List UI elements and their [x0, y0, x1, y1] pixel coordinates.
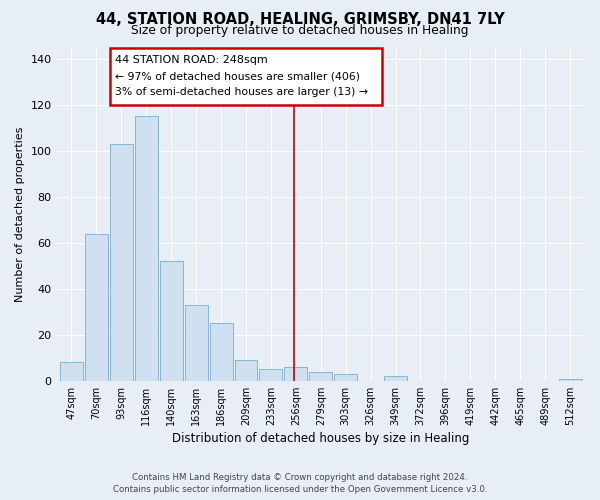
- Bar: [334, 374, 357, 381]
- Text: Contains HM Land Registry data © Crown copyright and database right 2024.
Contai: Contains HM Land Registry data © Crown c…: [113, 472, 487, 494]
- Bar: [235, 360, 257, 381]
- Bar: [60, 362, 83, 381]
- Bar: [160, 262, 182, 381]
- Text: 44 STATION ROAD: 248sqm: 44 STATION ROAD: 248sqm: [115, 55, 268, 65]
- Bar: [259, 370, 283, 381]
- Bar: [284, 367, 307, 381]
- Text: ← 97% of detached houses are smaller (406): ← 97% of detached houses are smaller (40…: [115, 71, 360, 81]
- Bar: [209, 324, 233, 381]
- Y-axis label: Number of detached properties: Number of detached properties: [15, 126, 25, 302]
- Text: Size of property relative to detached houses in Healing: Size of property relative to detached ho…: [131, 24, 469, 37]
- Bar: [135, 116, 158, 381]
- Bar: [185, 305, 208, 381]
- Bar: [384, 376, 407, 381]
- X-axis label: Distribution of detached houses by size in Healing: Distribution of detached houses by size …: [172, 432, 469, 445]
- Bar: [110, 144, 133, 381]
- FancyBboxPatch shape: [110, 48, 382, 105]
- Bar: [85, 234, 108, 381]
- Bar: [559, 378, 581, 381]
- Text: 3% of semi-detached houses are larger (13) →: 3% of semi-detached houses are larger (1…: [115, 88, 368, 98]
- Text: 44, STATION ROAD, HEALING, GRIMSBY, DN41 7LY: 44, STATION ROAD, HEALING, GRIMSBY, DN41…: [95, 12, 505, 28]
- Bar: [310, 372, 332, 381]
